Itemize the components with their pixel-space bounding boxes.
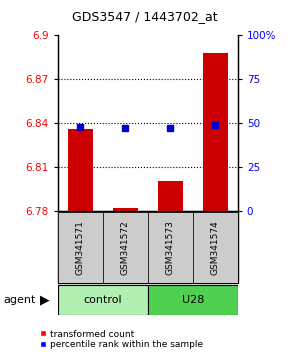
Text: GSM341573: GSM341573 [166, 220, 175, 275]
Text: ▶: ▶ [40, 293, 50, 307]
Text: GDS3547 / 1443702_at: GDS3547 / 1443702_at [72, 10, 218, 23]
Bar [58, 285, 148, 315]
Text: agent: agent [3, 295, 35, 305]
Bar [158, 181, 183, 211]
Text: GSM341571: GSM341571 [76, 220, 85, 275]
Bar [68, 129, 93, 211]
Text: control: control [84, 295, 122, 305]
Text: GSM341572: GSM341572 [121, 221, 130, 275]
Bar [148, 285, 238, 315]
Bar [148, 212, 193, 283]
Bar [113, 208, 138, 211]
Bar [103, 212, 148, 283]
Bar [203, 53, 228, 211]
Bar [193, 212, 238, 283]
Legend: transformed count, percentile rank within the sample: transformed count, percentile rank withi… [39, 330, 203, 349]
Bar [58, 212, 103, 283]
Text: U28: U28 [182, 295, 204, 305]
Text: GSM341574: GSM341574 [211, 221, 220, 275]
